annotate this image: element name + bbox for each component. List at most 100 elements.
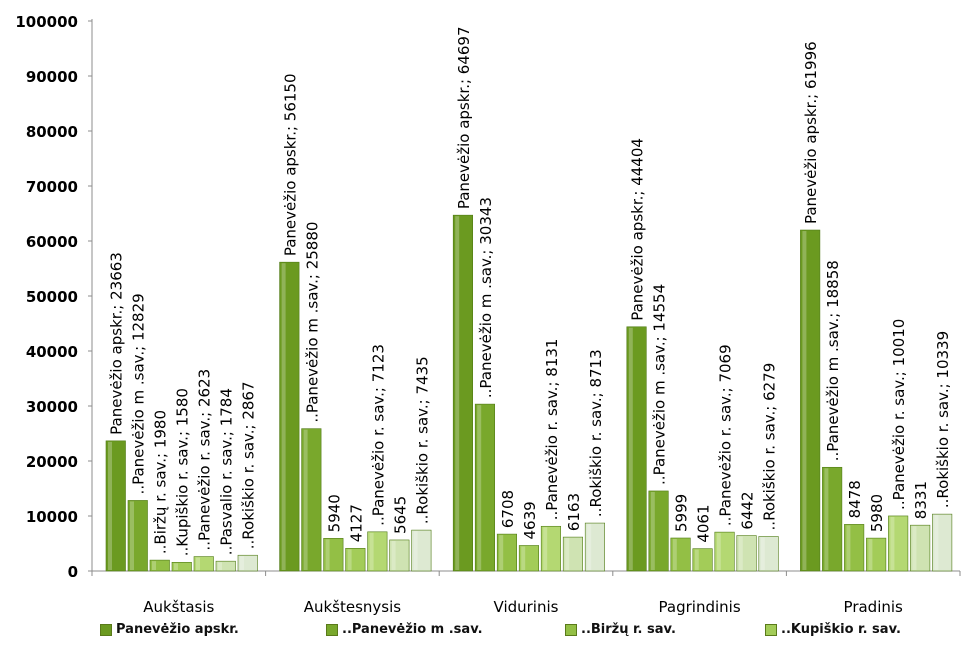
bar-highlight bbox=[760, 537, 765, 570]
data-label: ..Rokiškio r. sav.; 8713 bbox=[587, 349, 605, 517]
y-tick-label: 50000 bbox=[26, 288, 78, 306]
data-label: 8478 bbox=[846, 480, 864, 518]
y-tick-label: 60000 bbox=[26, 233, 78, 251]
data-label: ..Biržų r. sav.; 1980 bbox=[152, 410, 170, 554]
bar-highlight bbox=[413, 531, 418, 570]
data-label: 5940 bbox=[325, 494, 343, 532]
x-category-label: Pagrindinis bbox=[659, 598, 741, 616]
bar bbox=[584, 522, 606, 572]
bar-highlight bbox=[477, 405, 482, 570]
data-label: ..Rokiškio r. sav.; 10339 bbox=[934, 331, 952, 508]
bar bbox=[626, 326, 647, 572]
legend-item: ..Kupiškio r. sav. bbox=[765, 622, 901, 637]
data-label: 4127 bbox=[347, 504, 365, 542]
bar bbox=[215, 560, 236, 572]
bar-highlight bbox=[565, 538, 570, 570]
data-label: ..Panevėžio r. sav.; 10010 bbox=[890, 319, 908, 510]
y-tick-label: 30000 bbox=[26, 398, 78, 416]
x-category-label: Pradinis bbox=[844, 598, 904, 616]
legend-swatch bbox=[565, 623, 577, 636]
bar bbox=[648, 490, 669, 572]
bar bbox=[866, 537, 887, 572]
data-label: ..Panevėžio m .sav.; 14554 bbox=[651, 284, 669, 485]
bar-highlight bbox=[672, 539, 677, 570]
bar bbox=[888, 515, 909, 572]
data-label: Panevėžio apskr.; 23663 bbox=[108, 252, 126, 435]
bar bbox=[193, 556, 214, 572]
legend-swatch bbox=[326, 623, 338, 636]
bar-highlight bbox=[218, 562, 222, 570]
bar-highlight bbox=[912, 526, 917, 570]
bar bbox=[518, 545, 540, 572]
bar-highlight bbox=[455, 216, 460, 570]
bar bbox=[105, 440, 126, 572]
bar bbox=[562, 536, 584, 572]
data-label: ..Rokiškio r. sav.; 6279 bbox=[761, 363, 779, 531]
data-label: ..Panevėžio r. sav.; 2623 bbox=[196, 369, 214, 551]
bar bbox=[496, 533, 518, 572]
data-label: ..Panevėžio m .sav.; 12829 bbox=[130, 293, 148, 494]
y-tick-label: 100000 bbox=[15, 13, 78, 31]
bar-highlight bbox=[303, 429, 308, 570]
bar-highlight bbox=[543, 527, 548, 570]
data-label: ..Panevėžio r. sav.; 7123 bbox=[369, 344, 387, 526]
bar-highlight bbox=[499, 535, 504, 570]
bar-highlight bbox=[240, 556, 244, 570]
bar bbox=[237, 554, 258, 572]
bar-highlight bbox=[196, 557, 200, 570]
bar bbox=[345, 548, 366, 572]
bar-highlight bbox=[391, 540, 396, 570]
bar bbox=[452, 214, 474, 572]
y-tick-label: 20000 bbox=[26, 453, 78, 471]
legend-item: Panevėžio apskr. bbox=[100, 622, 239, 637]
y-tick-label: 0 bbox=[68, 563, 78, 581]
legend-item: ..Panevėžio m .sav. bbox=[326, 622, 483, 637]
bar bbox=[844, 524, 865, 572]
legend-swatch bbox=[100, 623, 112, 636]
bar-highlight bbox=[846, 525, 851, 570]
bar-highlight bbox=[650, 491, 655, 570]
y-tick-label: 10000 bbox=[26, 508, 78, 526]
bar-highlight bbox=[802, 231, 807, 570]
bar-highlight bbox=[628, 327, 633, 570]
bar-highlight bbox=[521, 546, 526, 570]
bar bbox=[474, 403, 496, 572]
data-label: ..Panevėžio m .sav.; 25880 bbox=[303, 222, 321, 423]
bar bbox=[736, 535, 757, 572]
legend-label: ..Biržų r. sav. bbox=[581, 622, 676, 637]
bar-highlight bbox=[152, 561, 156, 570]
data-label: ..Rokiškio r. sav.; 2867 bbox=[240, 381, 258, 549]
bar-highlight bbox=[738, 536, 743, 570]
data-label: ..Rokiškio r. sav.; 7435 bbox=[413, 356, 431, 524]
bar bbox=[692, 548, 713, 572]
data-label: Panevėžio apskr.; 61996 bbox=[802, 41, 820, 224]
bar bbox=[540, 525, 562, 572]
bar-highlight bbox=[347, 549, 352, 570]
bar bbox=[389, 539, 410, 572]
chart-plot: 0 10000 20000 30000 40000 50000 60000 70000 8000… bbox=[15, 13, 961, 616]
x-category-label: Aukštasis bbox=[143, 598, 214, 616]
x-category-label: Vidurinis bbox=[494, 598, 559, 616]
bar-highlight bbox=[587, 524, 592, 570]
bar-highlight bbox=[824, 468, 829, 570]
x-category-label: Aukštesnysis bbox=[304, 598, 402, 616]
legend-label: ..Kupiškio r. sav. bbox=[781, 622, 901, 637]
data-label: 6708 bbox=[499, 490, 517, 528]
bar bbox=[171, 562, 192, 572]
data-label: 4061 bbox=[695, 504, 713, 542]
y-tick-label: 80000 bbox=[26, 123, 78, 141]
bar-highlight bbox=[934, 515, 939, 570]
bar-highlight bbox=[130, 501, 134, 570]
legend-label: ..Panevėžio m .sav. bbox=[342, 622, 483, 637]
data-label: ..Kupiškio r. sav.; 1580 bbox=[174, 388, 192, 556]
bar-highlight bbox=[868, 539, 873, 570]
bar bbox=[411, 529, 432, 572]
bar-highlight bbox=[716, 533, 721, 570]
data-label: ..Panevėžio m .sav.; 18858 bbox=[824, 260, 842, 461]
bar bbox=[127, 500, 148, 572]
data-label: ..Panevėžio r. sav.; 7069 bbox=[717, 344, 735, 526]
data-label: Panevėžio apskr.; 64697 bbox=[455, 26, 473, 209]
bar-highlight bbox=[174, 563, 178, 570]
bar bbox=[323, 538, 344, 572]
